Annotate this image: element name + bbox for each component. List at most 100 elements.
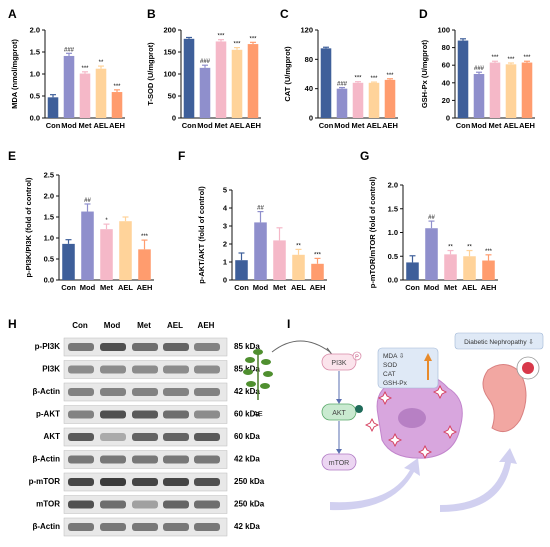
markers-box — [377, 347, 439, 389]
y-axis-label: p-mTOR/mTOR (fold of control) — [368, 176, 377, 288]
y-tick-label: 150 — [163, 48, 176, 57]
blot-band — [100, 388, 126, 396]
pathway-node — [321, 353, 357, 371]
x-tick-label: Mod — [334, 121, 350, 130]
blot-band — [68, 388, 94, 396]
blot-row: mTOR 250 kDa — [36, 495, 265, 514]
blot-band — [132, 410, 158, 419]
blot-band — [100, 523, 126, 531]
marker-label: CAT — [383, 371, 396, 378]
significance-mark: ### — [337, 82, 348, 88]
x-tick-label: AEH — [382, 121, 398, 130]
significance-mark: ## — [428, 215, 435, 221]
y-tick-label: 0 — [309, 114, 313, 123]
protein-label: β-Actin — [32, 522, 60, 531]
significance-mark: *** — [523, 55, 531, 61]
x-tick-label: Mod — [61, 121, 77, 130]
blot-band — [194, 478, 220, 486]
blot-band — [132, 433, 158, 441]
blot-band — [100, 433, 126, 441]
mechanism-schematic: I AE PI3K AKT mTOR P MDA ⇩ SOD CAT GSH-Px Diabetic… — [243, 317, 544, 512]
y-tick-label: 0.0 — [44, 276, 54, 285]
pathway-node-label: mTOR — [329, 460, 349, 467]
blot-band — [194, 343, 220, 351]
bar — [463, 256, 476, 280]
ros-star-icon — [364, 417, 380, 433]
blot-band — [194, 500, 220, 509]
blot-band — [163, 343, 189, 351]
chart-A: A 0.0 0.5 1.0 1.5 2.0 MDA (nmol/mgprot) Con ### M… — [8, 7, 125, 130]
protein-label: PI3K — [42, 365, 60, 374]
x-tick-label: Mod — [197, 121, 213, 130]
plant-leaf — [246, 381, 256, 387]
plant-leaf — [243, 369, 253, 375]
bar — [352, 82, 364, 118]
significance-mark: ** — [296, 243, 301, 249]
y-tick-label: 5 — [223, 186, 227, 195]
blot-band — [194, 365, 220, 374]
chart-C: C 0 40 80 120 CAT (U/mgprot) Con ### Mod *** Met **… — [280, 7, 398, 130]
bar — [100, 229, 113, 280]
significance-mark: * — [105, 218, 108, 224]
kda-label: 60 kDa — [234, 410, 260, 419]
arrow-head — [424, 353, 432, 361]
x-tick-label: AEH — [245, 121, 261, 130]
lane-label: Mod — [104, 321, 121, 330]
marker-label: GSH-Px — [383, 380, 408, 387]
x-tick-label: Con — [46, 121, 61, 130]
bar — [119, 221, 132, 280]
bar — [368, 82, 380, 118]
y-axis-label: CAT (U/mgprot) — [283, 46, 292, 102]
y-tick-label: 1.0 — [30, 70, 40, 79]
significance-mark: *** — [370, 76, 378, 82]
blot-band — [100, 410, 126, 419]
blot-row: β-Actin 42 kDa — [32, 517, 260, 537]
bar — [505, 64, 517, 118]
blot-band — [194, 523, 220, 531]
y-tick-label: 0 — [446, 114, 450, 123]
pathway-node-label: PI3K — [331, 360, 347, 367]
y-axis-label: p-PI3K/PI3K (fold of control) — [24, 177, 33, 277]
blot-band — [132, 388, 158, 396]
y-tick-label: 2.5 — [44, 171, 54, 180]
marker-label: SOD — [383, 362, 397, 369]
significance-mark: ### — [200, 59, 211, 65]
bar — [292, 254, 305, 280]
significance-mark: ## — [257, 206, 264, 212]
nucleus-icon — [398, 408, 426, 428]
bar — [406, 262, 419, 280]
blot-band — [132, 365, 158, 374]
blot-row: PI3K 85 kDa — [42, 360, 260, 379]
x-tick-label: AEL — [367, 121, 382, 130]
blot-band — [132, 523, 158, 531]
protein-label: p-AKT — [36, 410, 60, 419]
blot-band — [163, 478, 189, 486]
bar — [235, 260, 248, 280]
panel-letter: D — [419, 7, 428, 21]
bar — [95, 68, 107, 118]
protein-label: β-Actin — [32, 455, 60, 464]
lane-label: Con — [72, 321, 88, 330]
chart-D: D 0 20 40 60 80 100 GSH-Px (U/mgprot) Con ### Mod *… — [419, 7, 535, 130]
bar — [183, 38, 195, 118]
significance-mark: ** — [99, 60, 104, 66]
blot-band — [68, 410, 94, 419]
protein-label: AKT — [44, 432, 61, 441]
western-blot-panel: H Con Mod Met AEL AEH p-PI3K 85 kDa PI3K 85 kDa β-… — [8, 317, 265, 537]
panel-letter: H — [8, 317, 17, 331]
bar — [254, 222, 267, 280]
blot-band — [163, 410, 189, 419]
blot-row: p-mTOR 250 kDa — [29, 472, 265, 492]
x-tick-label: AEL — [94, 121, 109, 130]
disease-label: Diabetic Nephropathy ⇩ — [464, 338, 534, 346]
y-tick-label: 0.5 — [30, 92, 40, 101]
significance-mark: *** — [217, 34, 225, 40]
marker-label: MDA ⇩ — [383, 352, 404, 360]
blot-band — [68, 455, 94, 464]
blot-band — [194, 433, 220, 441]
bar — [111, 92, 123, 118]
flow-arrow — [440, 448, 517, 512]
chart-F: F 0 1 2 3 4 5 p-AKT/AKT (fold of control) Con ## M… — [178, 149, 327, 292]
blot-band — [100, 500, 126, 509]
blot-band — [194, 455, 220, 464]
